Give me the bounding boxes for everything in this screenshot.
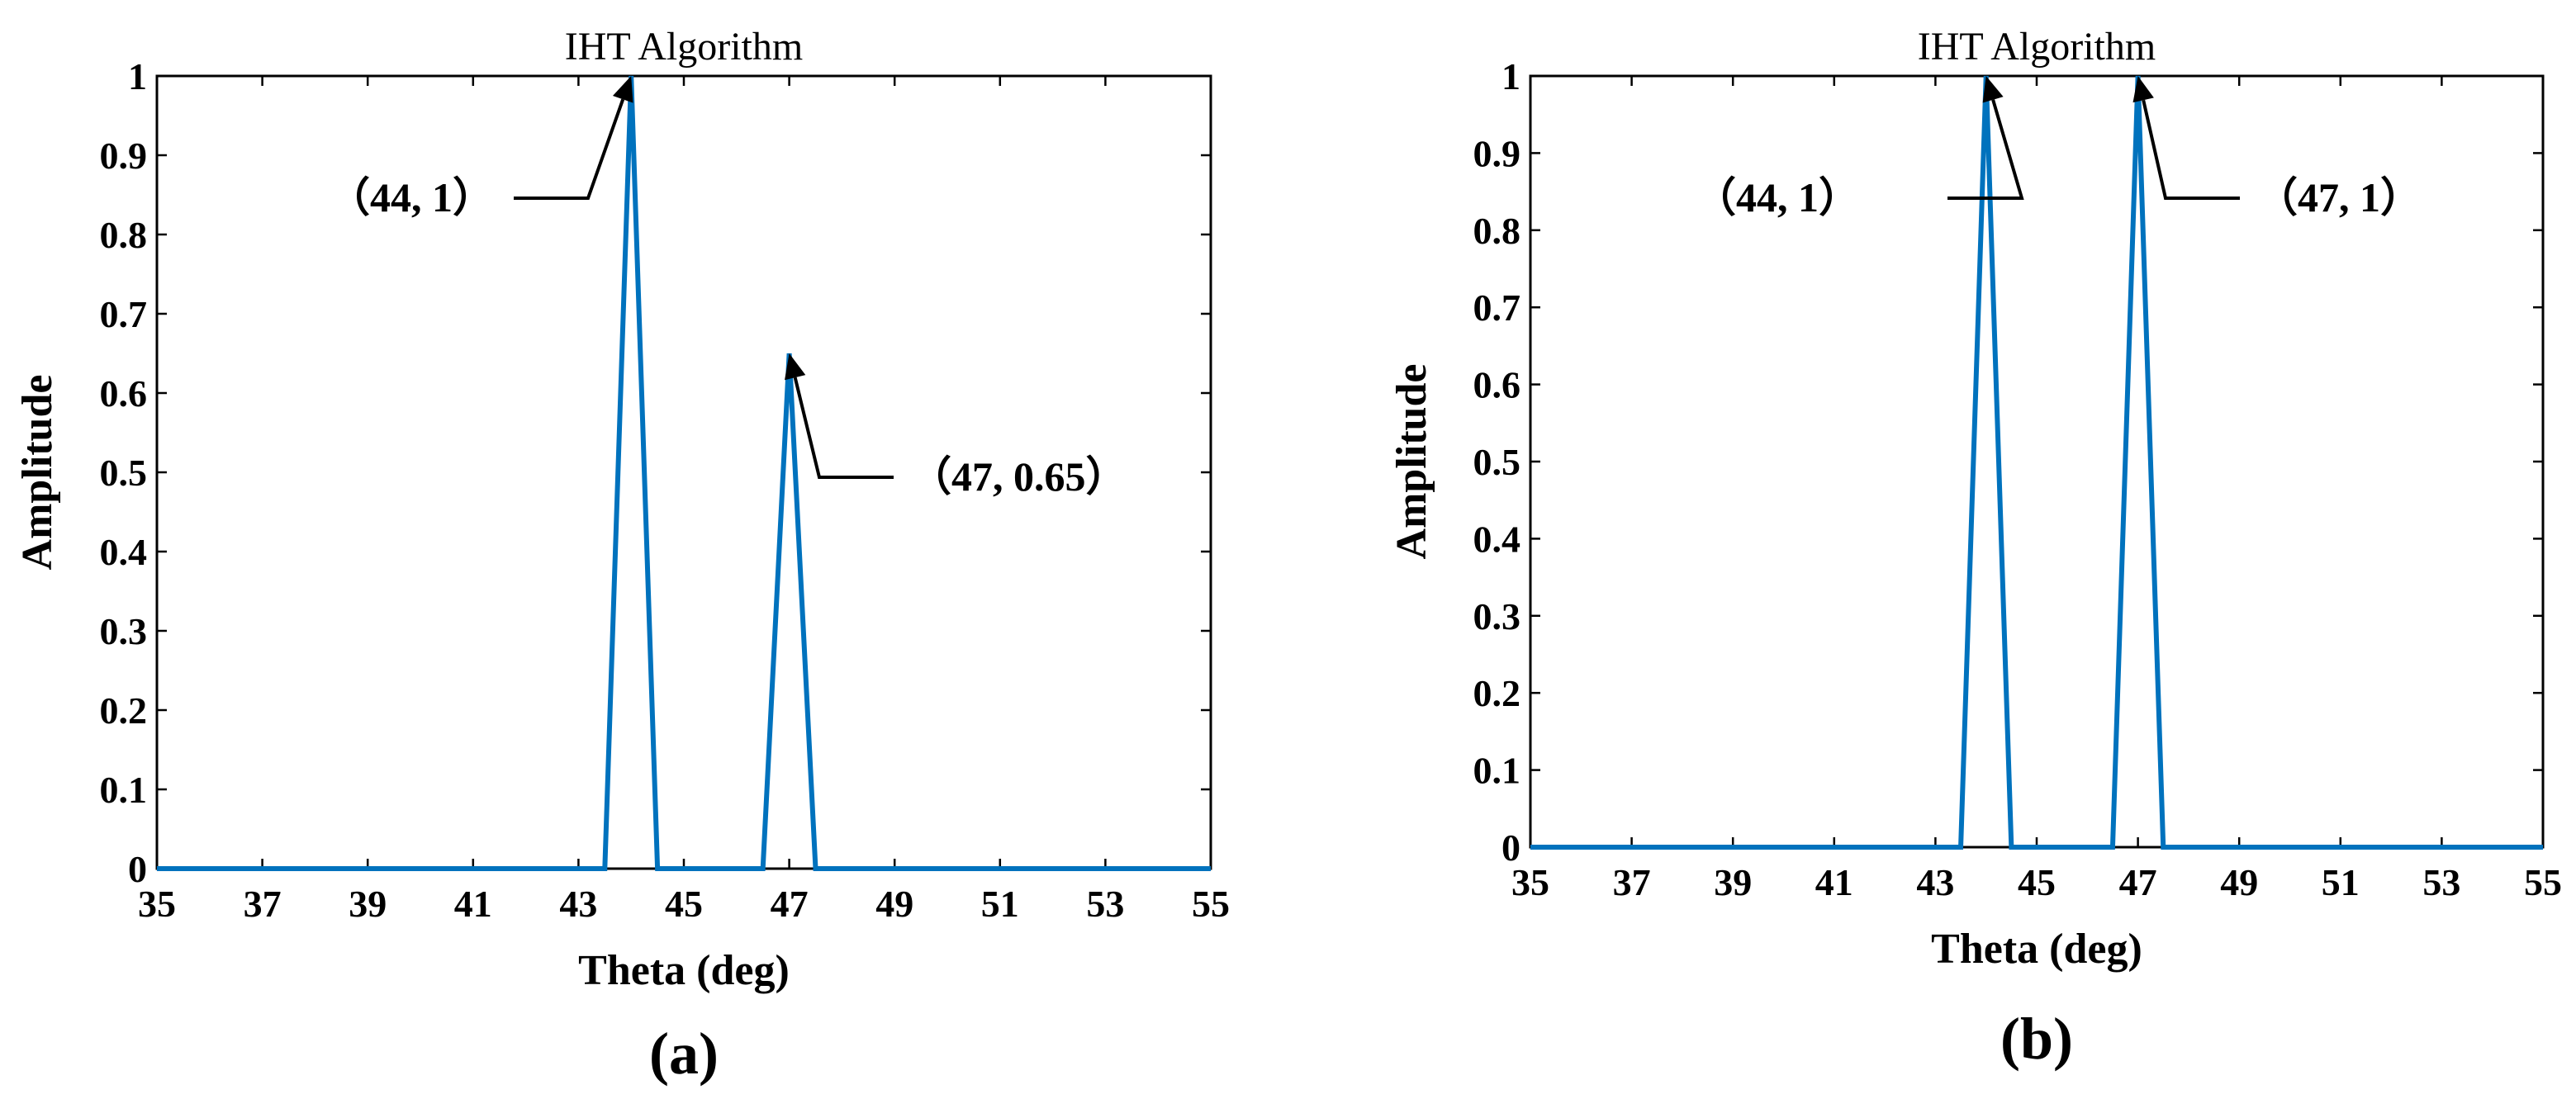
y-tick-label: 0 — [128, 848, 147, 890]
annotation: （47, 0.65） — [785, 353, 1127, 500]
y-tick-label: 1 — [1501, 55, 1520, 97]
x-tick-label: 51 — [2322, 861, 2360, 903]
y-tick-label: 0.4 — [1473, 518, 1521, 560]
annotation-arrowhead — [2132, 76, 2154, 103]
y-tick-label: 0.1 — [1473, 750, 1521, 792]
x-tick-label: 39 — [1714, 861, 1752, 903]
x-tick-label: 43 — [559, 883, 597, 925]
x-tick-label: 37 — [244, 883, 282, 925]
chart-panel-2: 35 37 39 41 43 45 47 49 51 53 55 0 0.1 0.2 0.3 0.4 0.5 0.… — [1388, 25, 2562, 1072]
panel-label: (a) — [649, 1021, 719, 1087]
y-tick-label: 0.5 — [100, 452, 148, 494]
x-tick-label: 47 — [2119, 861, 2157, 903]
annotation-arrowhead — [612, 76, 633, 103]
annotation-arrowhead — [1982, 76, 2004, 103]
y-tick-label: 0.7 — [1473, 287, 1521, 329]
chart-panel-1: 35 37 39 41 43 45 47 49 51 53 55 0 0.1 0.2 0.3 0.4 0.5 0.… — [14, 25, 1230, 1087]
annotation: （44, 1） — [1695, 76, 2024, 220]
x-tick-label: 35 — [1511, 861, 1549, 903]
x-tick-label: 49 — [875, 883, 913, 925]
x-axis-label: Theta (deg) — [578, 947, 790, 994]
annotation: （44, 1） — [329, 76, 633, 220]
y-tick-label: 0.3 — [1473, 595, 1521, 637]
y-tick-label: 0.8 — [100, 214, 148, 256]
y-tick-label: 1 — [128, 55, 147, 97]
y-axis-label: Amplitude — [1388, 364, 1435, 560]
chart-title: IHT Algorithm — [565, 25, 803, 69]
annotation-label: （47, 0.65） — [910, 453, 1127, 500]
chart-title: IHT Algorithm — [1918, 25, 2156, 69]
y-tick-label: 0.9 — [100, 135, 148, 177]
annotation: （47, 1） — [2132, 76, 2422, 220]
x-tick-label: 51 — [981, 883, 1019, 925]
y-tick-label: 0.5 — [1473, 441, 1521, 483]
y-tick-label: 0.2 — [1473, 672, 1521, 714]
annotation-leader-line — [514, 98, 625, 200]
x-tick-label: 49 — [2220, 861, 2258, 903]
y-tick-label: 0.4 — [100, 531, 148, 573]
x-tick-label: 41 — [454, 883, 492, 925]
y-tick-label: 0.7 — [100, 293, 148, 335]
annotation-label: （47, 1） — [2256, 174, 2422, 220]
x-tick-label: 55 — [1192, 883, 1230, 925]
y-tick-label: 0.3 — [100, 610, 148, 652]
series-line — [157, 75, 1211, 871]
annotation-arrowhead — [785, 353, 806, 381]
y-axis-label: Amplitude — [14, 375, 61, 571]
annotation-label: （44, 1） — [1695, 174, 1860, 220]
x-tick-label: 43 — [1916, 861, 1954, 903]
annotation-leader-line — [1947, 99, 2024, 200]
y-tick-label: 0.2 — [100, 689, 148, 732]
x-tick-label: 39 — [349, 883, 387, 925]
y-tick-label: 0 — [1501, 827, 1520, 869]
y-tick-label: 0.8 — [1473, 210, 1521, 252]
x-tick-label: 45 — [2018, 861, 2056, 903]
x-tick-label: 53 — [1086, 883, 1124, 925]
annotation-label: （44, 1） — [329, 174, 494, 220]
x-tick-label: 55 — [2524, 861, 2562, 903]
x-tick-label: 35 — [138, 883, 176, 925]
y-tick-label: 0.9 — [1473, 132, 1521, 174]
y-tick-label: 0.6 — [1473, 364, 1521, 406]
annotation-leader-line — [793, 377, 894, 479]
y-tick-label: 0.1 — [100, 769, 148, 811]
x-tick-label: 41 — [1815, 861, 1853, 903]
x-tick-label: 37 — [1613, 861, 1651, 903]
panel-label: (b) — [2000, 1006, 2073, 1072]
x-tick-label: 45 — [665, 883, 703, 925]
annotation-leader-line — [2142, 99, 2240, 200]
series-line — [1530, 75, 2543, 850]
x-tick-label: 47 — [771, 883, 809, 925]
x-tick-label: 53 — [2422, 861, 2460, 903]
y-tick-label: 0.6 — [100, 372, 148, 415]
x-axis-label: Theta (deg) — [1931, 926, 2142, 973]
